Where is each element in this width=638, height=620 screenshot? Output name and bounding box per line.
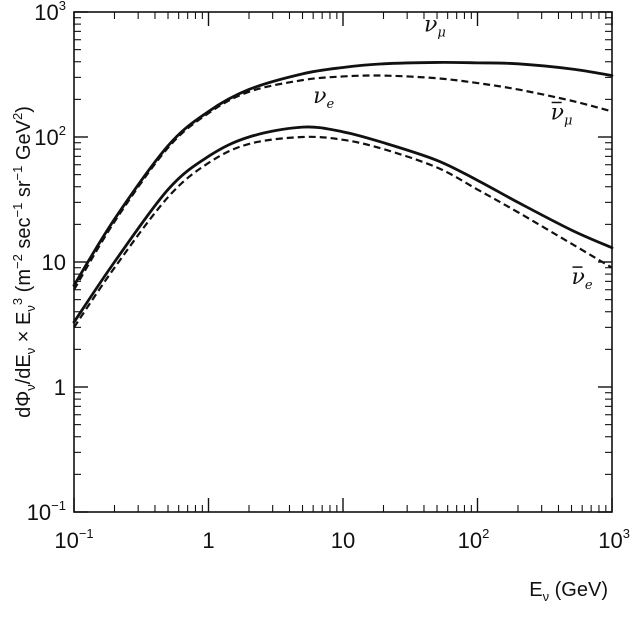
x-tick-label-base: 10 [54,528,78,553]
series-label-sub: e [327,97,335,112]
series-label: νe [313,84,334,112]
x-tick-label-exp: 3 [623,526,630,541]
x-axis-label-E: E [529,579,542,601]
series-label-base: ν [313,84,326,109]
series-label-base: ν [551,100,564,125]
x-tick-label: 103 [598,526,630,553]
series-label-text: νe [313,84,334,112]
y-axis-label: dΦν/dEν × Eν3 (m−2 sec−1 sr−1 GeV2) [10,106,38,418]
series-label-text: νμ [551,100,573,128]
series-label-sub: μ [564,113,572,128]
svg-text:dΦν/dEν × Eν3 (m−2 sec−1 sr−1: dΦν/dEν × Eν3 (m−2 sec−1 sr−1 GeV2) [10,106,38,418]
series-label-sub: e [585,278,593,293]
y-tick-label: 10 [42,250,66,275]
y-tick-label-exp: 3 [59,0,66,13]
series-label-text: νe [572,265,593,293]
series-line [72,60,614,287]
x-tick-label: 10−1 [54,526,93,553]
y-tick-label: 102 [34,123,66,150]
x-axis-label-nu: ν [543,589,550,604]
series-label: νμ [551,100,573,128]
x-tick-label-base: 10 [598,528,622,553]
series-label-base: ν [572,265,585,290]
y-tick-label-base: 10 [27,500,51,525]
series-label-base: ν [424,12,437,37]
x-tick-label: 10 [331,528,355,553]
y-tick-label-base: 1 [54,375,66,400]
y-tick-label-exp: 2 [59,123,66,138]
y-tick-label: 103 [34,0,66,25]
series-lines [72,60,614,328]
x-tick-label-base: 10 [331,528,355,553]
y-tick-label-base: 10 [34,0,58,25]
x-axis-label-unit: (GeV) [549,579,608,601]
x-tick-label-exp: 2 [482,526,489,541]
series-line [72,125,614,324]
series-label-text: νμ [424,12,446,40]
y-tick-label-exp: −1 [51,498,66,513]
y-tick-label-base: 10 [42,250,66,275]
x-tick-label: 102 [458,526,490,553]
x-tick-label-exp: −1 [79,526,94,541]
series-label-sub: μ [437,25,445,40]
major-ticks [73,11,613,513]
x-tick-label-base: 10 [458,528,482,553]
series-label: νμ [424,12,446,40]
minor-ticks [74,12,612,512]
series-line [73,135,613,328]
series-label: νe [572,265,593,293]
series-line [73,74,613,291]
plot-frame [73,11,613,513]
y-tick-label: 10−1 [27,498,66,525]
y-tick-label: 1 [54,375,66,400]
x-tick-label: 1 [202,528,214,553]
x-axis-label: Eν (GeV) [529,579,608,604]
x-tick-label-base: 1 [202,528,214,553]
y-tick-label-base: 10 [34,125,58,150]
y-axis-label-dphi: dΦ [13,391,35,418]
x-tick-labels: 10−1 1 10 102 103 [54,526,630,553]
